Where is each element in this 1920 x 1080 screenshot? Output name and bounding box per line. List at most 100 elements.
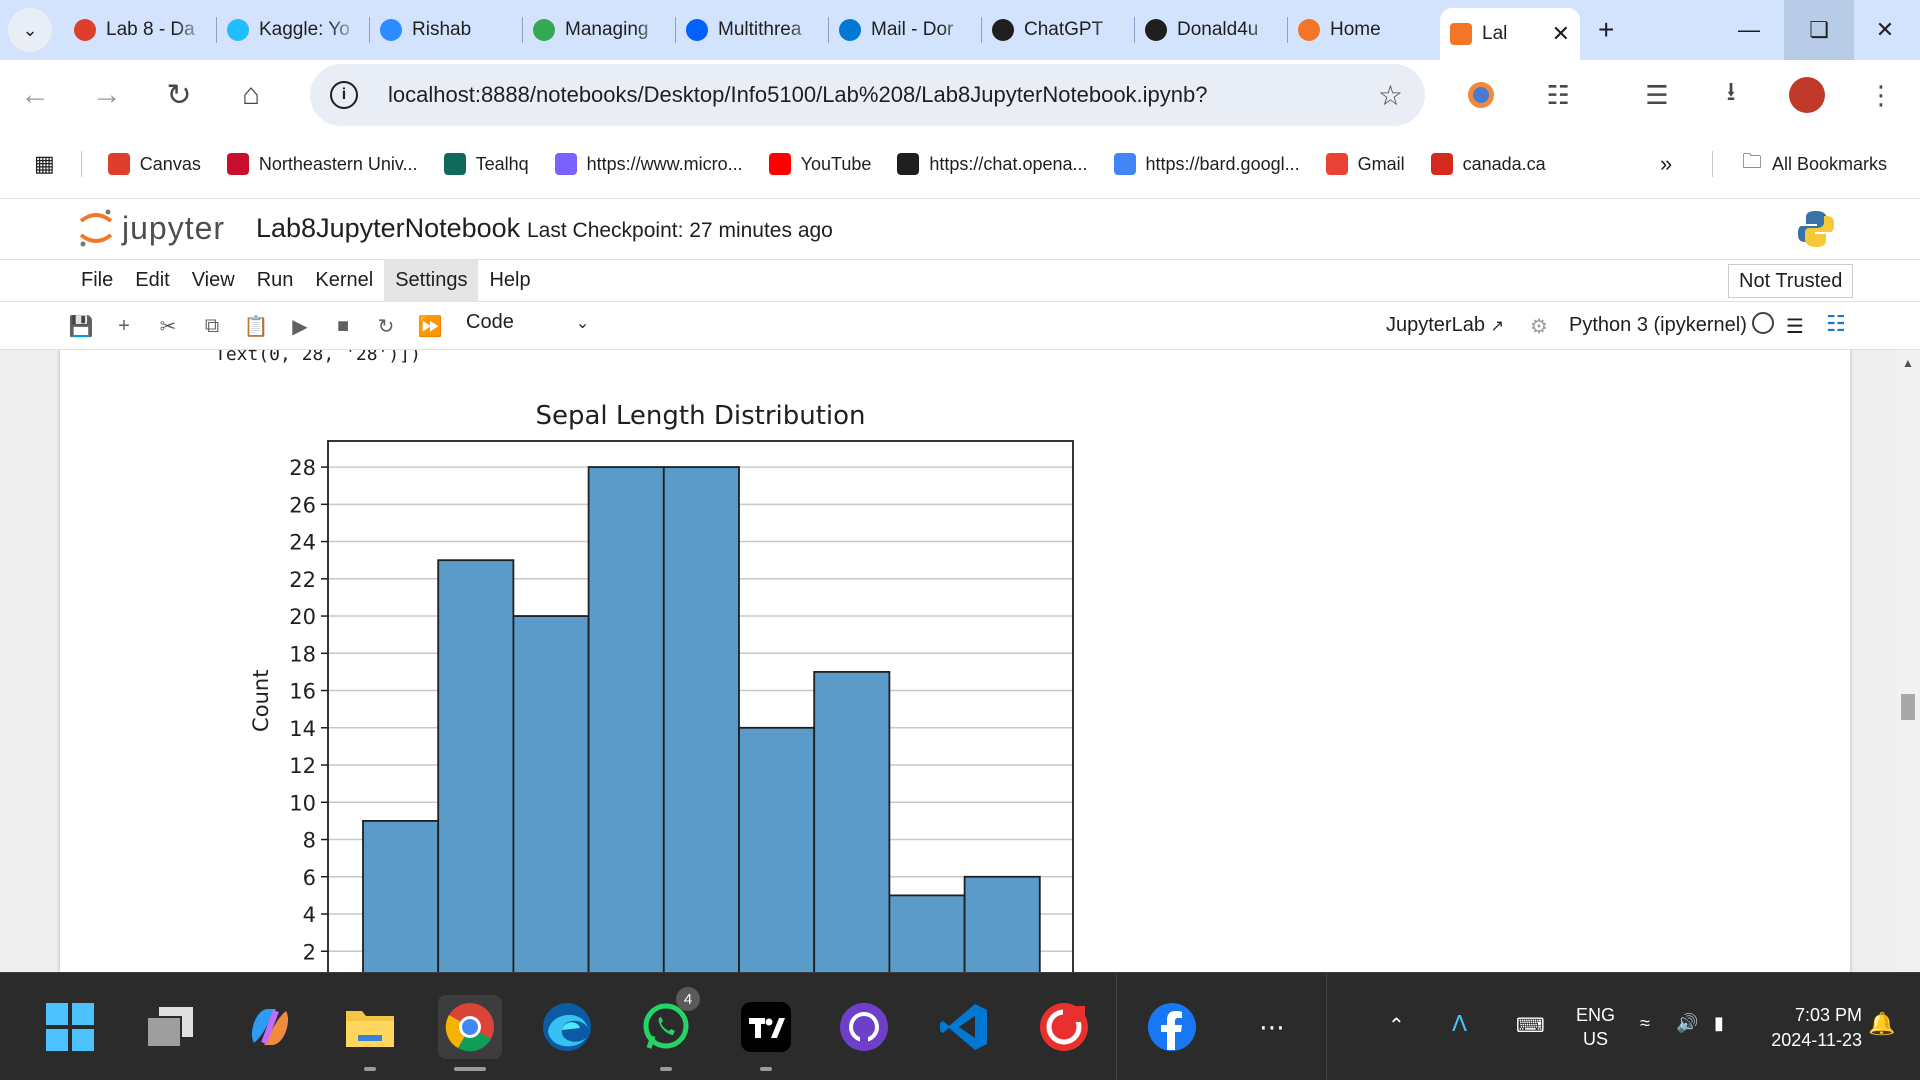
menu-file[interactable]: File [81,269,114,291]
facebook-icon[interactable] [1140,995,1204,1059]
extensions-puzzle-icon[interactable]: ☷ [1546,79,1570,110]
tab-item[interactable]: Multithrea [676,8,828,52]
menu-view[interactable]: View [191,269,235,291]
save-icon[interactable]: 💾 [68,315,94,338]
debugger-icon[interactable]: ⚙ [1530,316,1548,338]
new-tab-button[interactable]: + [1598,14,1615,45]
bookmark-item[interactable]: https://www.micro... [554,153,743,175]
menu-settings[interactable]: Settings [384,259,479,302]
bookmark-item[interactable]: Gmail [1325,153,1405,175]
more-icon[interactable]: ⋯ [1259,1011,1285,1042]
tab-item[interactable]: Home [1288,8,1440,52]
scrollbar[interactable]: ▲ [1896,350,1920,972]
bluetooth-icon[interactable]: ᐱ [1452,1011,1468,1036]
file-explorer-icon[interactable] [338,995,402,1071]
windows-start-icon[interactable] [38,995,102,1059]
fast-forward-icon[interactable]: ⏩ [417,315,443,338]
whatsapp-icon[interactable]: 4 [634,987,700,1071]
github-desktop-icon[interactable] [832,995,896,1059]
bookmark-item[interactable]: Northeastern Univ... [226,153,418,175]
language-indicator[interactable]: ENG US [1576,1003,1615,1051]
cisco-icon[interactable] [1032,995,1096,1059]
notebook-area: Text(0, 28, '28')]) Sepal Length Distrib… [0,350,1920,972]
vscode-icon[interactable] [932,995,996,1059]
property-inspector-icon[interactable]: ☷ [1826,311,1846,336]
tradingview-icon[interactable] [734,995,798,1071]
tab-item[interactable]: Mail - Dor [829,8,981,52]
edge-icon[interactable] [535,995,599,1059]
bookmark-item[interactable]: https://chat.opena... [897,153,1088,175]
download-icon[interactable]: ⭳ [1726,76,1736,106]
volume-icon[interactable]: 🔊 [1676,1013,1699,1033]
chevron-up-icon[interactable]: ⌃ [1388,1015,1405,1037]
chevron-right-double-icon[interactable]: » [1660,151,1673,176]
home-button[interactable]: ⌂ [226,70,276,120]
battery-icon[interactable]: ▮ [1714,1013,1724,1033]
bookmark-item[interactable]: Canvas [107,153,201,175]
tabs: Lab 8 - Da Kaggle: Yo Rishab Managing Multit… [64,8,1440,52]
cut-icon[interactable]: ✂ [159,315,177,338]
all-bookmarks-button[interactable]: 🗀 All Bookmarks [1742,147,1887,181]
stop-icon[interactable]: ■ [336,314,350,337]
back-button[interactable]: ← [10,70,60,120]
notebook-title[interactable]: Lab8JupyterNotebook [256,213,521,243]
copilot-icon[interactable] [238,995,302,1059]
extension-icon[interactable] [1458,72,1504,118]
tab-separator [828,17,829,43]
tab-item[interactable]: Donald4u [1135,8,1287,52]
bookmark-label: Canvas [139,153,201,174]
trust-indicator[interactable]: Not Trusted [1728,264,1854,298]
paste-icon[interactable]: 📋 [243,315,269,338]
copy-icon[interactable]: ⧉ [204,314,220,337]
tab-active[interactable]: Lal ✕ [1440,8,1580,60]
menu-edit[interactable]: Edit [135,269,170,291]
apps-grid-icon[interactable]: ▦ [34,151,55,176]
tab-item[interactable]: ChatGPT [982,8,1134,52]
menu-help[interactable]: Help [489,269,531,291]
reload-button[interactable]: ↻ [154,70,204,120]
task-view-icon[interactable] [138,995,202,1059]
close-window-button[interactable]: ✕ [1875,17,1895,42]
jupyterlab-link[interactable]: JupyterLab ↗ [1386,314,1504,337]
forward-button[interactable]: → [82,70,132,120]
menu-lines-icon[interactable]: ☰ [1786,316,1804,338]
tab-label: Lal [1482,23,1508,44]
tab-item[interactable]: Lab 8 - Da [64,8,216,52]
tab-item[interactable]: Managing [523,8,675,52]
bookmark-item[interactable]: Tealhq [443,153,529,175]
menu-kernel[interactable]: Kernel [315,269,374,291]
restore-button[interactable]: ❏ [1784,0,1854,60]
close-icon[interactable]: ✕ [1551,21,1570,46]
wifi-icon[interactable]: ≈ [1640,1013,1650,1033]
y-tick-label: 14 [289,717,316,741]
clock[interactable]: 7:03 PM 2024-11-23 [1752,1003,1862,1053]
restart-icon[interactable]: ↻ [377,315,395,338]
media-control-icon[interactable]: ☰ [1645,79,1669,110]
url-text[interactable]: localhost:8888/notebooks/Desktop/Info510… [388,82,1208,107]
cell-type-select[interactable]: Code ⌄ [466,311,589,334]
tab-item[interactable]: Rishab [370,8,522,52]
bookmark-star-icon[interactable]: ☆ [1377,79,1403,111]
chrome-icon[interactable] [438,995,502,1071]
bookmark-item[interactable]: YouTube [768,153,871,175]
avatar[interactable] [1784,72,1830,118]
scrollbar-thumb[interactable] [1901,694,1915,720]
bookmark-item[interactable]: canada.ca [1430,153,1546,175]
run-icon[interactable]: ▶ [292,315,308,338]
minimize-button[interactable]: — [1738,17,1760,42]
address-bar[interactable]: i localhost:8888/notebooks/Desktop/Info5… [310,64,1425,126]
menu-run[interactable]: Run [256,269,294,291]
tab-search-button[interactable]: ⌄ [8,8,52,52]
bookmark-item[interactable]: https://bard.googl... [1113,153,1300,175]
add-cell-icon[interactable]: + [118,314,130,337]
chatgpt-icon [992,19,1014,41]
keyboard-icon[interactable]: ⌨ [1516,1015,1545,1037]
kernel-name[interactable]: Python 3 (ipykernel) [1569,314,1747,336]
site-info-icon[interactable]: i [330,81,358,109]
notification-bell-icon[interactable]: 🔔 [1868,1011,1896,1036]
more-vert-icon[interactable]: ⋮ [1868,79,1894,110]
scroll-up-arrow-icon[interactable]: ▲ [1902,356,1914,370]
notebook-toolbar: 💾 + ✂ ⧉ 📋 ▶ ■ ↻ ⏩ Code ⌄ JupyterLab ↗ ⚙ … [0,302,1920,350]
jupyter-logo[interactable]: jupyter [78,207,225,249]
tab-item[interactable]: Kaggle: Yo [217,8,369,52]
